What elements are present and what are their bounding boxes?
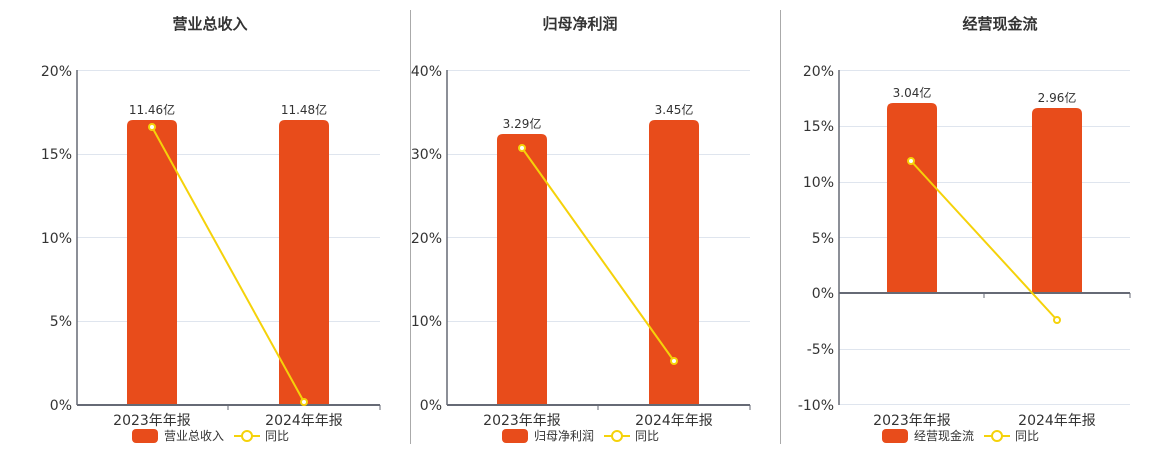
- chart-plot: 0% 10% 20% 30% 40% 3.29亿 3.45亿 2023年年报 2…: [411, 64, 751, 429]
- x-axis-labels: 2023年年报 2024年年报: [873, 413, 1096, 429]
- legend-bar-label[interactable]: 经营现金流: [914, 429, 975, 443]
- yoy-line: [151, 126, 305, 403]
- svg-text:2024年年报: 2024年年报: [635, 413, 713, 429]
- svg-text:0%: 0%: [812, 286, 834, 302]
- legend: 营业总收入 同比: [132, 427, 289, 444]
- bar-2024[interactable]: [279, 120, 329, 405]
- bar-2023[interactable]: [497, 134, 547, 405]
- svg-text:5%: 5%: [812, 231, 834, 247]
- yoy-line: [521, 147, 675, 362]
- chart-title: 归母净利润: [542, 15, 618, 33]
- svg-text:-5%: -5%: [807, 342, 834, 358]
- chart-plot: -10% -5% 0% 5% 10% 15% 20% 3.04亿 2.96亿 2…: [798, 64, 1131, 429]
- y-axis-labels: 0% 10% 20% 30% 40%: [411, 64, 442, 414]
- legend-line-label[interactable]: 同比: [635, 429, 660, 443]
- svg-text:5%: 5%: [50, 314, 72, 330]
- svg-text:0%: 0%: [420, 398, 442, 414]
- grid-lines: [77, 70, 380, 322]
- svg-text:40%: 40%: [411, 64, 442, 80]
- bar-2023[interactable]: [887, 103, 937, 293]
- legend-line-label[interactable]: 同比: [265, 429, 290, 443]
- chart-panel-net-profit: 归母净利润 0% 10% 20% 30% 40% 3.29亿 3.45亿 202…: [370, 0, 770, 450]
- svg-text:20%: 20%: [411, 231, 442, 247]
- svg-text:10%: 10%: [41, 231, 72, 247]
- legend-bar-swatch[interactable]: [502, 428, 528, 443]
- svg-text:2024年年报: 2024年年报: [1018, 413, 1096, 429]
- bar-label: 11.46亿: [129, 102, 175, 117]
- svg-text:2023年年报: 2023年年报: [113, 413, 191, 429]
- svg-text:2023年年报: 2023年年报: [483, 413, 561, 429]
- legend: 归母净利润 同比: [502, 427, 659, 444]
- svg-text:-10%: -10%: [798, 398, 834, 414]
- grid-lines: [447, 70, 750, 322]
- legend-line-icon[interactable]: [234, 429, 261, 443]
- bar-label: 3.45亿: [655, 102, 694, 117]
- x-axis-labels: 2023年年报 2024年年报: [113, 413, 343, 429]
- panel-divider: [410, 10, 411, 444]
- grid-lines: [839, 70, 1130, 405]
- y-axis-labels: 0% 5% 10% 15% 20%: [41, 64, 72, 414]
- svg-text:0%: 0%: [50, 398, 72, 414]
- legend-line-icon[interactable]: [984, 429, 1011, 443]
- svg-text:20%: 20%: [41, 64, 72, 80]
- bar-2024[interactable]: [1032, 108, 1082, 293]
- yoy-point[interactable]: [907, 157, 915, 165]
- yoy-point[interactable]: [300, 398, 308, 406]
- svg-text:10%: 10%: [803, 175, 834, 191]
- svg-text:15%: 15%: [41, 147, 72, 163]
- svg-text:10%: 10%: [411, 314, 442, 330]
- x-axis-labels: 2023年年报 2024年年报: [483, 413, 713, 429]
- chart-title: 经营现金流: [962, 15, 1038, 33]
- bar-2024[interactable]: [649, 120, 699, 405]
- bar-label: 3.04亿: [893, 85, 932, 100]
- svg-text:20%: 20%: [803, 64, 834, 80]
- bar-2023[interactable]: [127, 120, 177, 405]
- bar-label: 2.96亿: [1038, 90, 1077, 105]
- yoy-line: [910, 160, 1058, 321]
- yoy-point[interactable]: [148, 123, 156, 131]
- yoy-point[interactable]: [670, 357, 678, 365]
- svg-text:15%: 15%: [803, 119, 834, 135]
- legend-bar-label[interactable]: 归母净利润: [534, 429, 595, 443]
- panel-divider: [780, 10, 781, 444]
- legend-line-icon[interactable]: [604, 429, 631, 443]
- svg-text:2023年年报: 2023年年报: [873, 413, 951, 429]
- legend-bar-label[interactable]: 营业总收入: [164, 429, 225, 443]
- svg-text:2024年年报: 2024年年报: [265, 413, 343, 429]
- bar-label: 11.48亿: [281, 102, 327, 117]
- legend-bar-swatch[interactable]: [882, 428, 908, 443]
- legend-bar-swatch[interactable]: [132, 428, 158, 443]
- chart-plot: 0% 5% 10% 15% 20% 11.46亿 11.48亿 2023年年报 …: [41, 64, 381, 429]
- chart-panel-operating-cash-flow: 经营现金流 -10% -5% 0% 5% 10% 15% 20% 3.04亿 2…: [762, 0, 1160, 450]
- svg-text:30%: 30%: [411, 147, 442, 163]
- yoy-point[interactable]: [1053, 316, 1061, 324]
- legend-line-label[interactable]: 同比: [1015, 429, 1040, 443]
- yoy-point[interactable]: [518, 144, 526, 152]
- legend: 经营现金流 同比: [882, 427, 1039, 444]
- chart-title: 营业总收入: [172, 15, 248, 33]
- bar-label: 3.29亿: [503, 116, 542, 131]
- chart-panel-revenue: 营业总收入 0% 5% 10% 15% 20% 11.46亿 11.48亿 20…: [0, 0, 400, 450]
- y-axis-labels: -10% -5% 0% 5% 10% 15% 20%: [798, 64, 834, 414]
